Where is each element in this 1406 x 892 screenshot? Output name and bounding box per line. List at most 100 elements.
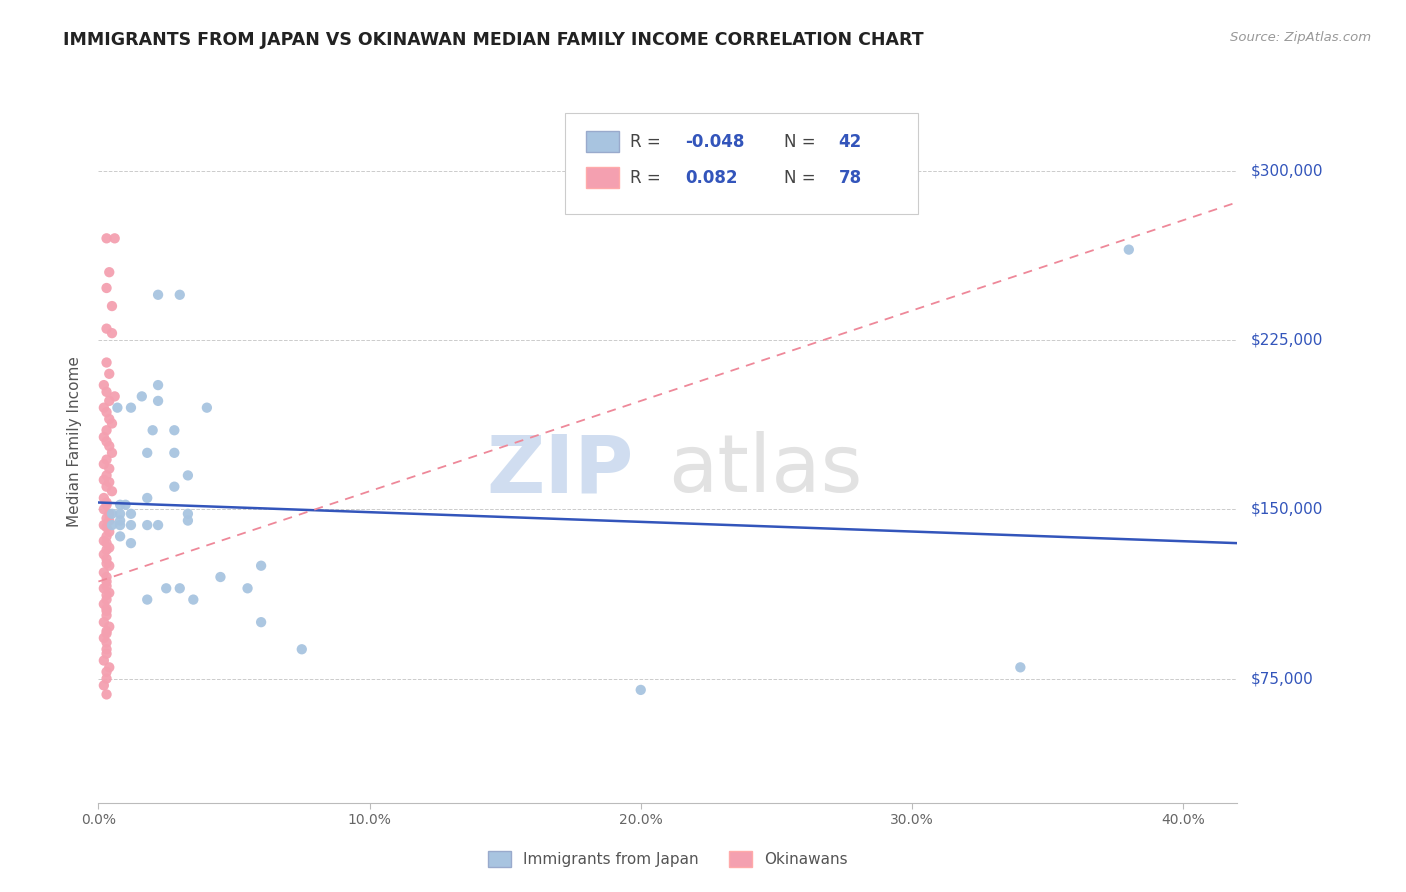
Point xyxy=(98,514,121,528)
Point xyxy=(93,582,115,596)
Point xyxy=(93,473,115,487)
Point xyxy=(146,287,169,301)
Point xyxy=(93,597,115,611)
Point xyxy=(93,566,115,580)
Point xyxy=(101,484,124,499)
Point xyxy=(108,498,131,512)
Point xyxy=(120,536,142,550)
Point xyxy=(93,401,115,415)
Point xyxy=(96,520,118,534)
Point xyxy=(93,654,115,668)
Point xyxy=(96,635,118,649)
Point xyxy=(96,579,118,593)
Point xyxy=(146,393,169,408)
Point xyxy=(96,321,118,335)
Point xyxy=(96,542,118,557)
Point xyxy=(108,518,131,533)
Y-axis label: Median Family Income: Median Family Income xyxy=(67,356,83,527)
Point xyxy=(101,417,124,431)
Point xyxy=(104,231,127,245)
Point xyxy=(163,423,186,437)
Point xyxy=(96,665,118,679)
Point xyxy=(93,491,115,505)
Point xyxy=(101,507,124,521)
Point xyxy=(177,507,200,521)
Point xyxy=(98,541,121,555)
Point xyxy=(96,511,118,525)
Point xyxy=(96,552,118,566)
Point xyxy=(163,480,186,494)
Point xyxy=(183,592,205,607)
Point xyxy=(96,495,118,509)
Text: 78: 78 xyxy=(839,169,862,186)
Point xyxy=(136,491,159,505)
Point xyxy=(1118,243,1140,257)
Point xyxy=(291,642,314,657)
Point xyxy=(93,457,115,471)
Point xyxy=(96,405,118,419)
Point xyxy=(96,529,118,543)
Text: ZIP: ZIP xyxy=(486,432,634,509)
FancyBboxPatch shape xyxy=(565,112,918,214)
Text: N =: N = xyxy=(785,133,821,151)
Point xyxy=(120,507,142,521)
Point xyxy=(96,231,118,245)
Point xyxy=(108,529,131,543)
Text: $300,000: $300,000 xyxy=(1251,163,1323,178)
Text: 42: 42 xyxy=(839,133,862,151)
Text: $150,000: $150,000 xyxy=(1251,502,1323,516)
Point xyxy=(96,624,118,639)
Text: $75,000: $75,000 xyxy=(1251,671,1315,686)
Point xyxy=(96,557,118,571)
Text: -0.048: -0.048 xyxy=(685,133,744,151)
Point xyxy=(93,430,115,444)
Point xyxy=(120,401,142,415)
Point xyxy=(96,423,118,437)
Point xyxy=(96,452,118,467)
Point xyxy=(96,570,118,584)
Point xyxy=(98,507,121,521)
Point xyxy=(93,502,115,516)
Point xyxy=(131,389,153,403)
Point xyxy=(96,384,118,399)
Text: R =: R = xyxy=(630,169,672,186)
Point xyxy=(93,548,115,562)
Point xyxy=(101,446,124,460)
Point xyxy=(98,558,121,573)
Point xyxy=(146,518,169,533)
Point xyxy=(101,326,124,340)
Point xyxy=(250,558,273,573)
Point xyxy=(177,468,200,483)
Point xyxy=(96,642,118,657)
Point xyxy=(163,446,186,460)
Point xyxy=(96,468,118,483)
Point xyxy=(96,592,118,607)
Text: R =: R = xyxy=(630,133,666,151)
Point xyxy=(114,498,136,512)
Point xyxy=(169,582,191,596)
Point xyxy=(96,480,118,494)
Point xyxy=(98,524,121,539)
Point xyxy=(96,434,118,449)
Point xyxy=(96,355,118,369)
Point xyxy=(96,574,118,589)
Point xyxy=(98,439,121,453)
Point xyxy=(108,507,131,521)
Point xyxy=(98,475,121,490)
Point xyxy=(96,672,118,686)
FancyBboxPatch shape xyxy=(586,131,619,153)
Point xyxy=(96,588,118,602)
Point xyxy=(142,423,165,437)
Text: N =: N = xyxy=(785,169,821,186)
Point xyxy=(98,586,121,600)
Legend: Immigrants from Japan, Okinawans: Immigrants from Japan, Okinawans xyxy=(488,852,848,867)
Point xyxy=(104,389,127,403)
Point xyxy=(98,367,121,381)
Point xyxy=(96,281,118,295)
Point xyxy=(209,570,232,584)
Text: $225,000: $225,000 xyxy=(1251,333,1323,348)
Point xyxy=(98,412,121,426)
Point xyxy=(93,678,115,692)
Point xyxy=(98,620,121,634)
Point xyxy=(155,582,177,596)
